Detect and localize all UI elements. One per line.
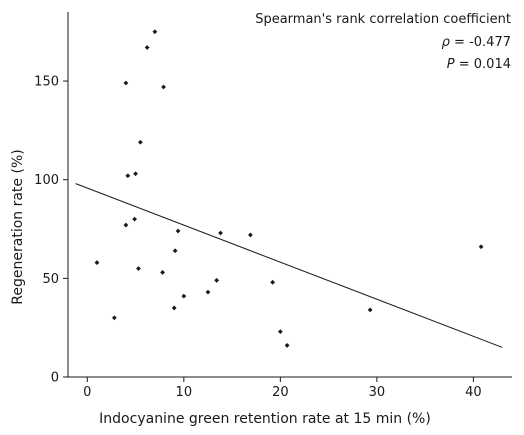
data-point [171, 305, 177, 311]
data-point [478, 244, 484, 250]
x-tick-label: 30 [369, 385, 386, 400]
annotation-title: Spearman's rank correlation coefficient [255, 12, 511, 27]
rho-symbol: ρ [442, 35, 451, 50]
data-point [132, 216, 137, 222]
p-symbol: P [447, 57, 455, 72]
trendline [75, 183, 503, 348]
data-point [214, 277, 220, 283]
data-point [218, 230, 223, 236]
data-point [152, 29, 158, 35]
y-tick-label: 50 [42, 272, 59, 287]
rho-value: = -0.477 [450, 35, 511, 50]
data-point [248, 232, 253, 238]
ticks: 0 10 20 30 40 0 50 100 150 [34, 75, 481, 400]
p-value: = 0.014 [455, 57, 511, 72]
y-tick-label: 0 [51, 371, 59, 386]
x-tick-label: 0 [83, 385, 91, 400]
data-point [172, 248, 178, 254]
x-tick-label: 20 [272, 385, 289, 400]
data-point [175, 228, 181, 234]
data-point [270, 279, 276, 285]
data-point [94, 260, 100, 265]
data-point [205, 289, 211, 295]
y-tick-label: 150 [34, 75, 59, 90]
data-point [133, 171, 138, 177]
x-axis-label: Indocyanine green retention rate at 15 m… [99, 411, 431, 427]
x-tick-label: 40 [465, 385, 482, 400]
data-point [111, 315, 117, 321]
annotation-rho: ρ = -0.477 [442, 35, 511, 50]
x-tick-label: 10 [176, 385, 193, 400]
data-point [123, 80, 129, 86]
data-point [123, 222, 129, 228]
data-point [125, 173, 131, 179]
data-point [137, 139, 143, 145]
data-point [367, 307, 373, 313]
data-point [181, 293, 187, 299]
trendline-group [75, 183, 503, 348]
data-points [94, 29, 484, 348]
data-point [161, 84, 166, 90]
data-point [136, 266, 141, 271]
data-point [160, 270, 165, 275]
y-axis-label: Regeneration rate (%) [10, 149, 26, 304]
data-point [144, 45, 150, 50]
axes [67, 12, 512, 378]
data-point [284, 343, 290, 348]
annotation-p: P = 0.014 [447, 57, 511, 72]
data-point [277, 329, 283, 335]
y-tick-label: 100 [34, 173, 59, 188]
